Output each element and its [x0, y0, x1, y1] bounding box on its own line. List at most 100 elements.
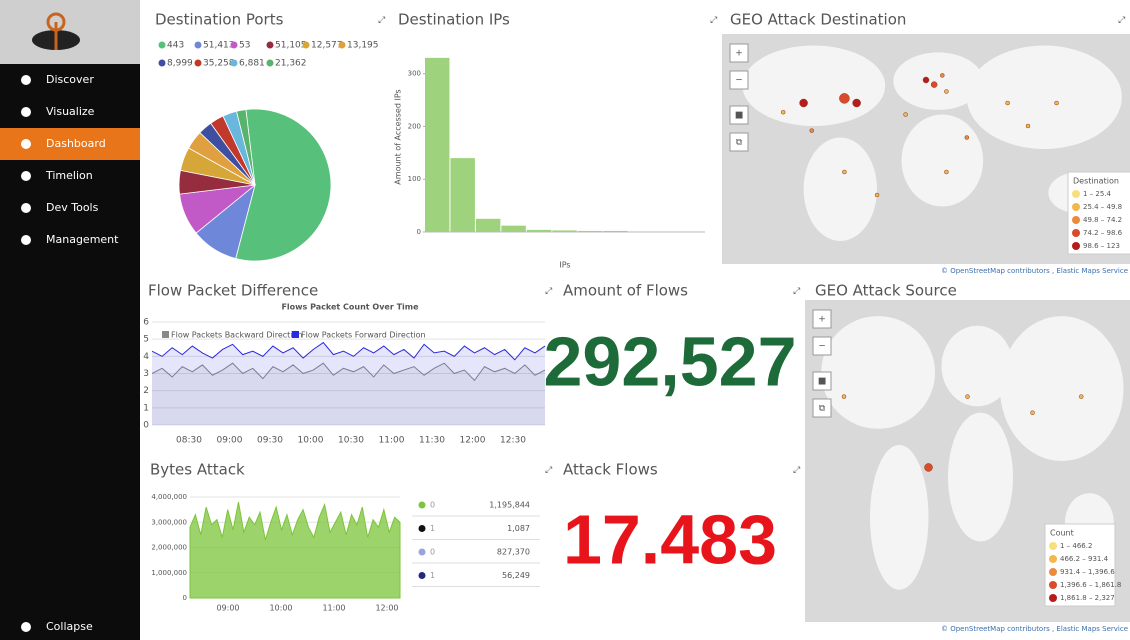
legend-label[interactable]: 51,105	[275, 41, 307, 51]
legend-label: 1 – 466.2	[1060, 542, 1092, 550]
y-tick-label: 0	[183, 594, 187, 602]
expand-icon[interactable]: ⤢	[544, 466, 552, 476]
landmass	[1000, 316, 1124, 461]
row-swatch	[418, 572, 426, 579]
legend-label[interactable]: 35,258	[203, 59, 235, 69]
series-area	[152, 342, 545, 425]
row-swatch	[418, 548, 426, 556]
map-control-icon: ■	[818, 377, 827, 387]
map-control[interactable]	[812, 309, 832, 329]
panel-title: Destination IPs	[398, 11, 510, 29]
logo	[32, 12, 80, 50]
map-dot	[874, 192, 880, 198]
map-control[interactable]	[729, 43, 749, 63]
legend-label[interactable]: 53	[239, 41, 250, 51]
x-tick-label: 10:00	[298, 436, 324, 446]
x-tick-label: 10:30	[338, 436, 364, 446]
nav-icon	[21, 171, 31, 181]
y-tick-label: 100	[408, 175, 421, 183]
nav-icon	[21, 107, 31, 117]
x-tick-label: 12:00	[460, 436, 486, 446]
panel-title: Flow Packet Difference	[148, 282, 318, 300]
landmass	[893, 52, 984, 110]
legend-label: 98.6 – 123	[1083, 242, 1120, 250]
y-tick-label: 5	[143, 335, 149, 345]
collapse-icon	[21, 622, 31, 632]
landmass	[821, 316, 935, 429]
map-dot	[944, 89, 949, 94]
bar	[425, 57, 450, 233]
map-dot	[924, 463, 933, 472]
map-control[interactable]	[812, 336, 832, 356]
legend-swatch	[1049, 581, 1057, 589]
metric-value: 17.483	[563, 500, 777, 578]
map-dot	[930, 81, 938, 88]
attribution: © OpenStreetMap contributors , Elastic M…	[941, 625, 1128, 633]
nav-item[interactable]: Timelion	[45, 169, 93, 182]
map-control[interactable]	[729, 70, 749, 90]
map-dot	[1030, 410, 1035, 415]
x-tick-label: 09:30	[257, 436, 283, 446]
nav-item[interactable]: Dashboard	[46, 137, 106, 150]
expand-icon[interactable]: ⤢	[709, 16, 717, 26]
legend-label: 1 – 25.4	[1083, 190, 1112, 198]
legend-label[interactable]: 12,577	[311, 41, 343, 51]
y-tick-label: 1,000,000	[151, 569, 187, 577]
collapse[interactable]: Collapse	[46, 620, 93, 633]
row-swatch	[418, 501, 426, 509]
legend-label[interactable]: Flow Packets Forward Direction	[301, 331, 426, 340]
legend-swatch	[1072, 216, 1080, 224]
expand-icon[interactable]: ⤢	[792, 466, 800, 476]
nav-item[interactable]: Management	[46, 233, 119, 246]
row-label: 0	[430, 501, 435, 510]
row-label: 0	[430, 548, 435, 557]
expand-icon[interactable]: ⤢	[377, 16, 385, 26]
map-control-icon: +	[735, 49, 743, 59]
map-control[interactable]	[812, 371, 832, 391]
y-tick-label: 200	[408, 122, 421, 130]
legend-label[interactable]: 6,881	[239, 59, 265, 69]
legend-swatch	[1072, 242, 1080, 250]
nav-icon	[21, 203, 31, 213]
nav-item[interactable]: Discover	[46, 73, 94, 86]
bar	[577, 230, 603, 232]
expand-icon[interactable]: ⤢	[544, 287, 552, 297]
map-control-icon: ⧉	[736, 138, 743, 148]
map-dot	[1054, 100, 1059, 106]
nav-item[interactable]: Visualize	[46, 105, 95, 118]
attribution: © OpenStreetMap contributors , Elastic M…	[941, 267, 1128, 275]
legend-label[interactable]: 51,413	[203, 41, 235, 51]
map-dot	[903, 112, 908, 117]
map-control[interactable]	[812, 398, 832, 418]
legend-label[interactable]: 13,195	[347, 41, 379, 51]
map-dot	[852, 98, 861, 108]
landmass	[948, 412, 1013, 542]
legend-swatch	[1072, 229, 1080, 237]
legend-label: 74.2 – 98.6	[1083, 229, 1123, 237]
pie-slice	[236, 109, 256, 186]
legend-swatch	[1049, 568, 1057, 576]
map-dot	[940, 73, 945, 78]
map-control[interactable]	[729, 105, 749, 125]
legend-swatch	[292, 331, 299, 338]
series-area	[152, 363, 545, 425]
map-control[interactable]	[729, 132, 749, 152]
bar	[603, 230, 628, 232]
legend-label[interactable]: 21,362	[275, 59, 307, 69]
nav-item[interactable]: Dev Tools	[46, 201, 99, 214]
y-tick-label: 1	[143, 403, 149, 413]
expand-icon[interactable]: ⤢	[792, 287, 800, 297]
bar	[526, 229, 552, 232]
legend-label[interactable]: 8,999	[167, 59, 193, 69]
legend-label: 931.4 – 1,396.6	[1060, 568, 1115, 576]
x-tick-label: 12:00	[375, 604, 398, 613]
expand-icon[interactable]: ⤢	[1117, 16, 1125, 26]
map-dot	[809, 128, 815, 133]
legend-label[interactable]: Flow Packets Backward Direction	[171, 331, 302, 340]
row-value: 56,249	[502, 571, 530, 580]
series-line	[151, 341, 546, 361]
legend-label[interactable]: 443	[167, 41, 184, 51]
bar	[475, 218, 501, 232]
legend-label: 25.4 – 49.8	[1083, 203, 1122, 211]
nav-icon	[21, 139, 31, 149]
